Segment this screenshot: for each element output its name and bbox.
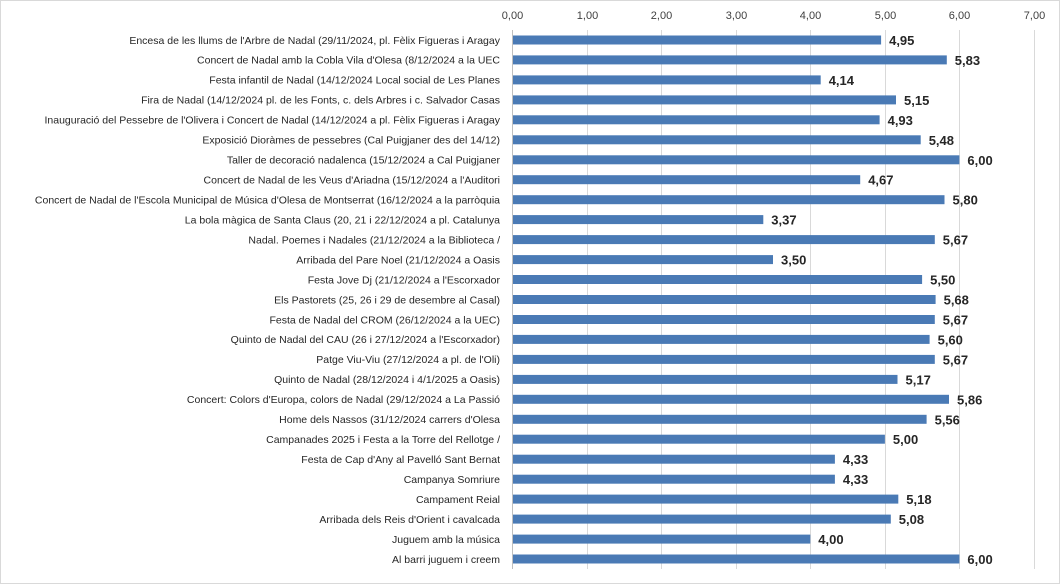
data-label: 5,67: [943, 233, 968, 248]
category-label: Concert de Nadal de l'Escola Municipal d…: [35, 195, 500, 207]
bar: [513, 554, 960, 564]
category-label: Arribada dels Reis d'Orient i cavalcada: [319, 514, 500, 526]
bar: [513, 115, 880, 125]
bar: [513, 414, 927, 424]
x-tick-label: 7,00: [1024, 10, 1045, 22]
bar: [513, 434, 885, 444]
bar: [513, 155, 960, 165]
data-label: 5,00: [893, 432, 918, 447]
bar: [513, 354, 935, 364]
bar: [513, 235, 935, 245]
data-label: 3,50: [781, 253, 806, 268]
category-label: Campanades 2025 i Festa a la Torre del R…: [266, 434, 500, 446]
data-label: 5,67: [943, 313, 968, 328]
category-label: Al barri juguem i creem: [392, 554, 500, 566]
category-label: Campament Reial: [416, 494, 500, 506]
data-label: 4,93: [888, 113, 913, 128]
data-label: 5,80: [953, 193, 978, 208]
x-tick-label: 5,00: [875, 10, 896, 22]
bar: [513, 95, 896, 105]
data-label: 4,95: [889, 33, 914, 48]
data-label: 5,56: [935, 412, 960, 427]
category-label: La bola màgica de Santa Claus (20, 21 i …: [185, 214, 500, 226]
data-label: 5,67: [943, 352, 968, 367]
data-label: 4,00: [818, 532, 843, 547]
data-label: 5,50: [930, 273, 955, 288]
category-label: Juguem amb la música: [392, 534, 500, 546]
bar: [513, 454, 835, 464]
category-label: Inauguració del Pessebre de l'Olivera i …: [44, 115, 500, 127]
x-tick-label: 4,00: [800, 10, 821, 22]
bar: [513, 315, 935, 324]
data-label: 3,37: [771, 213, 796, 228]
data-labels: 4,95 5,83 4,14 5,15 4,93 5,48 6,00 4,67 5,80 3,37…: [771, 33, 992, 567]
data-label: 4,14: [829, 73, 855, 88]
category-label: Fira de Nadal (14/12/2024 pl. de les Fon…: [141, 95, 500, 107]
bar: [513, 534, 811, 544]
category-label: Campanya Somriure: [404, 474, 500, 486]
bar: [513, 55, 947, 65]
data-label: 5,60: [938, 332, 963, 347]
category-label: Festa infantil de Nadal (14/12/2024 Loca…: [209, 75, 500, 87]
bar: [513, 334, 930, 344]
x-tick-label: 0,00: [502, 10, 523, 22]
bar: [513, 374, 898, 384]
bar: [513, 215, 764, 225]
data-label: 4,67: [868, 173, 893, 188]
x-tick-label: 3,00: [726, 10, 747, 22]
bar: [513, 35, 882, 45]
category-label: Home dels Nassos (31/12/2024 carrers d'O…: [279, 414, 500, 426]
category-label: Quinto de Nadal (28/12/2024 i 4/1/2025 a…: [274, 374, 500, 386]
category-label: Concert de Nadal amb la Cobla Vila d'Ole…: [197, 55, 500, 67]
data-label: 5,83: [955, 53, 980, 68]
category-label: Concert: Colors d'Europa, colors de Nada…: [187, 394, 500, 406]
category-label: Festa Jove Dj (21/12/2024 a l'Escorxador: [308, 274, 501, 286]
category-label: Patge Viu-Viu (27/12/2024 a pl. de l'Oli…: [316, 354, 500, 366]
bar: [513, 474, 835, 484]
data-label: 6,00: [967, 552, 992, 567]
bar: [513, 175, 861, 185]
bar: [513, 275, 923, 284]
bars: [513, 35, 960, 564]
data-label: 4,33: [843, 472, 868, 487]
data-label: 6,00: [967, 153, 992, 168]
x-tick-label: 6,00: [949, 10, 970, 22]
category-label: Taller de decoració nadalenca (15/12/202…: [227, 155, 501, 167]
data-label: 5,68: [944, 293, 969, 308]
data-label: 5,18: [906, 492, 931, 507]
data-label: 5,86: [957, 392, 982, 407]
category-labels: Encesa de les llums de l'Arbre de Nadal …: [35, 35, 501, 566]
x-tick-label: 2,00: [651, 10, 672, 22]
category-label: Arribada del Pare Noel (21/12/2024 a Oas…: [296, 254, 500, 266]
bar: [513, 255, 773, 265]
data-label: 5,48: [929, 133, 954, 148]
data-label: 4,33: [843, 452, 868, 467]
x-axis-ticks: 0,00 1,00 2,00 3,00 4,00 5,00 6,00 7,00: [502, 10, 1045, 22]
category-label: Encesa de les llums de l'Arbre de Nadal …: [129, 35, 500, 47]
bar: [513, 514, 891, 524]
category-label: Nadal. Poemes i Nadales (21/12/2024 a la…: [248, 234, 500, 246]
category-label: Els Pastorets (25, 26 i 29 de desembre a…: [274, 294, 500, 306]
data-label: 5,08: [899, 512, 924, 527]
bar: [513, 494, 899, 504]
bar: [513, 295, 936, 304]
bar: [513, 394, 949, 404]
category-label: Festa de Nadal del CROM (26/12/2024 a la…: [269, 314, 500, 326]
data-label: 5,15: [904, 93, 929, 108]
bar: [513, 75, 821, 85]
category-label: Festa de Cap d'Any al Pavelló Sant Berna…: [301, 454, 500, 466]
data-label: 5,17: [906, 372, 931, 387]
bar: [513, 195, 945, 205]
category-label: Quinto de Nadal del CAU (26 i 27/12/2024…: [231, 334, 500, 346]
category-label: Exposició Dioràmes de pessebres (Cal Pui…: [202, 135, 500, 147]
x-tick-label: 1,00: [577, 10, 598, 22]
category-label: Concert de Nadal de les Veus d'Ariadna (…: [204, 175, 500, 187]
bar: [513, 135, 921, 145]
